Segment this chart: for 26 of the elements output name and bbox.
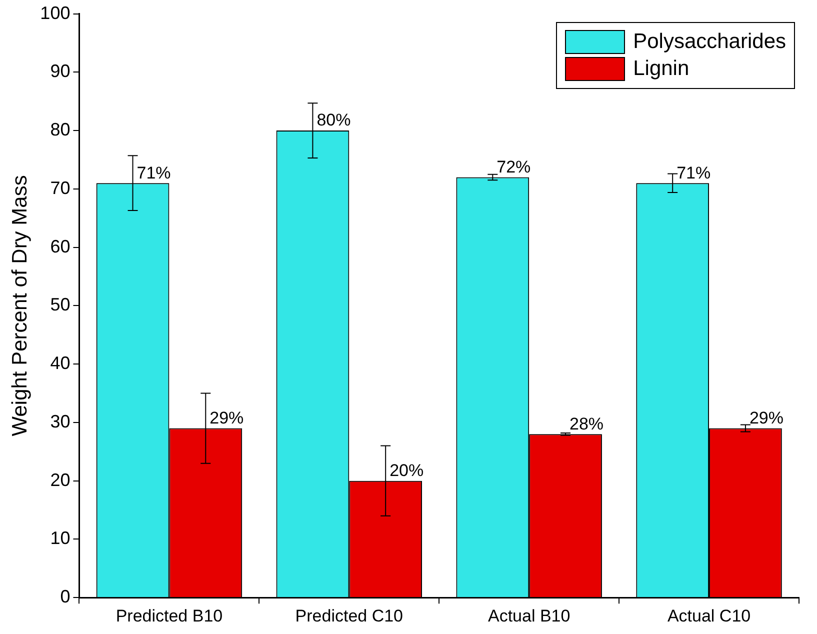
- data-label: 71%: [676, 163, 711, 182]
- legend-label: Lignin: [633, 57, 690, 81]
- y-tick-label: 10: [50, 528, 70, 548]
- y-tick-label: 80: [50, 120, 70, 140]
- data-label: 28%: [570, 414, 604, 434]
- data-label: 29%: [749, 408, 784, 428]
- x-tick-label: Actual B10: [488, 606, 570, 626]
- y-tick-label: 50: [50, 294, 70, 315]
- legend-label: Polysaccharides: [633, 30, 786, 54]
- y-tick-label: 0: [60, 586, 70, 607]
- data-label: 20%: [390, 461, 424, 480]
- y-tick-label: 60: [50, 236, 70, 256]
- y-tick-label: 20: [50, 470, 70, 490]
- y-tick-label: 100: [40, 2, 70, 23]
- data-label: 80%: [316, 110, 351, 130]
- data-label: 71%: [136, 163, 171, 182]
- y-tick-label: 90: [50, 61, 70, 82]
- x-tick-label: Predicted B10: [116, 606, 223, 626]
- x-tick-label: Predicted C10: [295, 606, 404, 626]
- y-axis-title: Weight Percent of Dry Mass: [8, 175, 32, 436]
- data-label: 29%: [210, 408, 244, 428]
- x-tick-label: Actual C10: [667, 606, 751, 626]
- y-tick-label: 40: [50, 353, 70, 374]
- y-tick-label: 70: [50, 178, 70, 198]
- data-label: 72%: [496, 157, 531, 176]
- y-tick-label: 30: [50, 411, 70, 432]
